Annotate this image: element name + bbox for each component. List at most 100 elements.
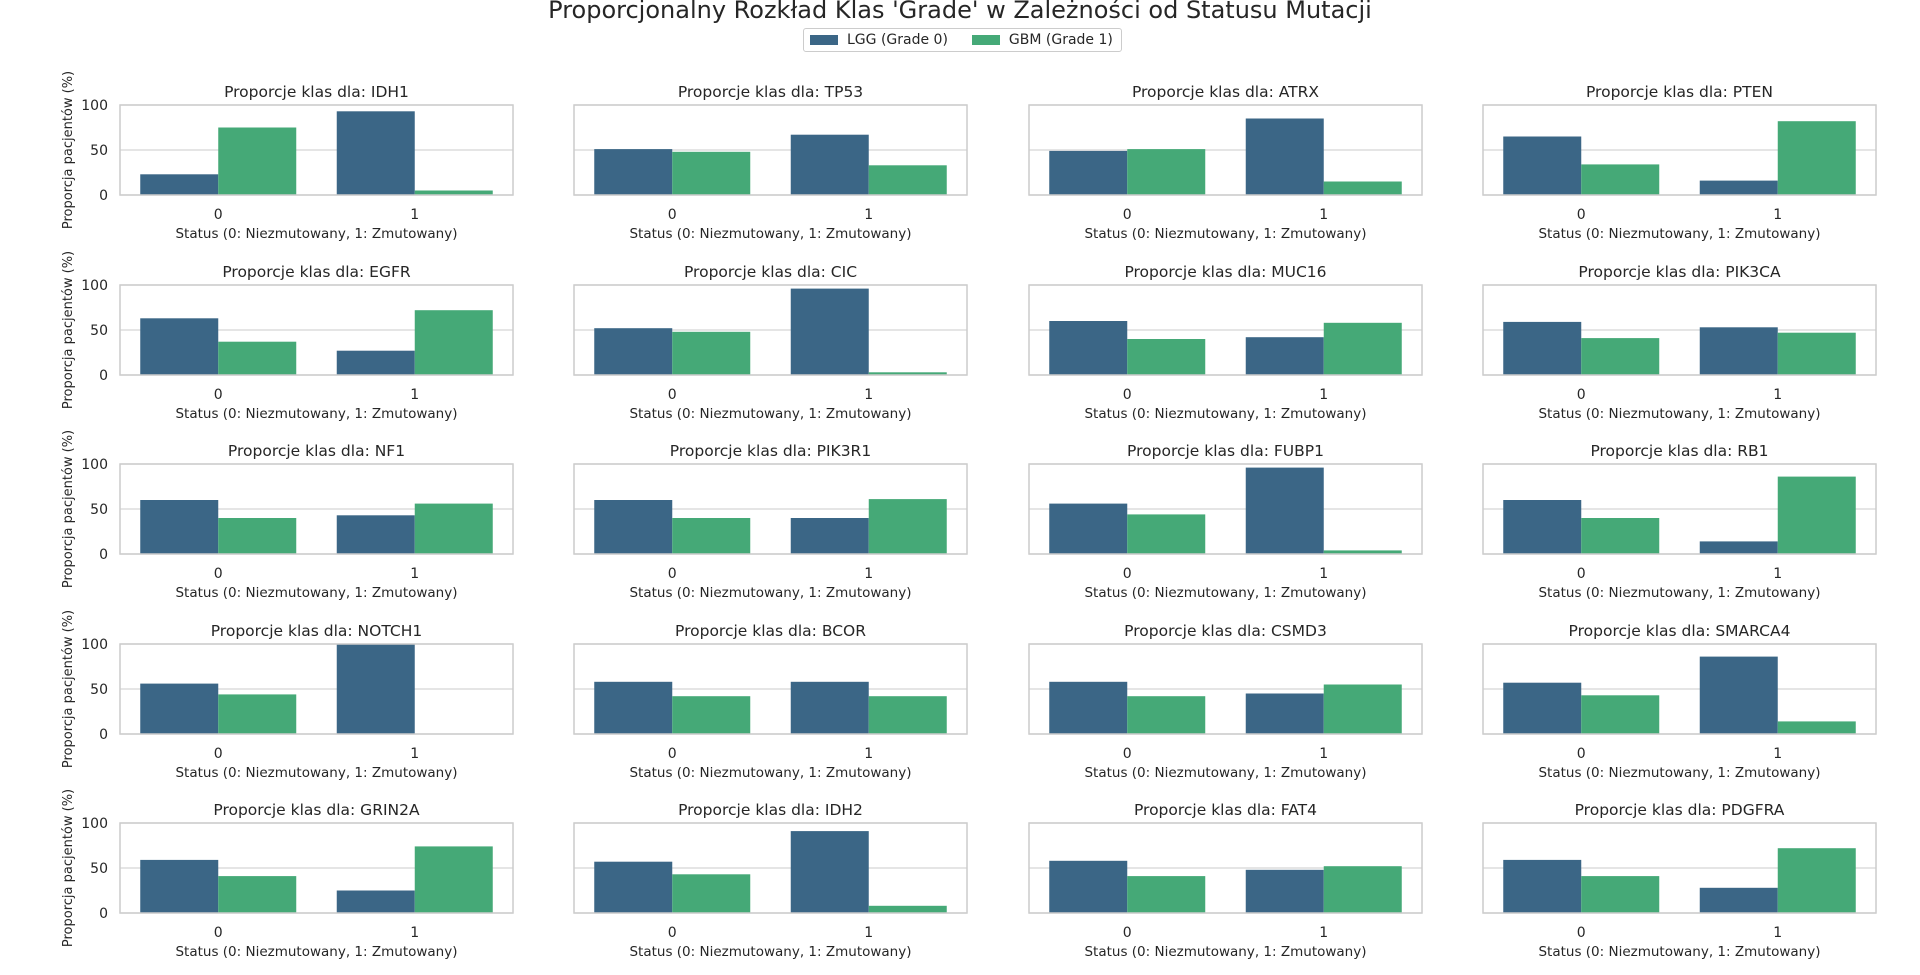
y-axis-label: Proporcja pacjentów (%) bbox=[61, 71, 76, 229]
bar bbox=[1127, 696, 1206, 734]
subplot-16: Proporcje klas dla: SMARCA4 0 1 Status (0: … bbox=[1482, 622, 1877, 781]
bar bbox=[414, 503, 493, 554]
bar bbox=[1777, 332, 1856, 375]
bar bbox=[594, 861, 673, 913]
bar bbox=[1323, 684, 1402, 734]
bar bbox=[672, 696, 751, 734]
axes-frame bbox=[1028, 284, 1423, 376]
x-tick-label: 1 bbox=[1773, 566, 1782, 582]
bar bbox=[140, 500, 219, 554]
y-axis-label: Proporcja pacjentów (%) bbox=[61, 610, 76, 768]
bar bbox=[1323, 550, 1402, 554]
x-tick-label: 0 bbox=[1123, 207, 1132, 223]
x-tick-label: 0 bbox=[1123, 746, 1132, 762]
x-axis-label: Status (0: Niezmutowany, 1: Zmutowany) bbox=[1538, 406, 1820, 422]
bar bbox=[218, 127, 297, 195]
x-axis-label: Status (0: Niezmutowany, 1: Zmutowany) bbox=[175, 226, 457, 242]
bar bbox=[218, 694, 297, 734]
bar bbox=[672, 151, 751, 195]
bar bbox=[414, 190, 493, 195]
x-tick-label: 0 bbox=[668, 387, 677, 403]
bar bbox=[1699, 541, 1778, 554]
bar bbox=[1245, 467, 1324, 554]
axes-frame bbox=[573, 822, 968, 914]
legend-swatch-lgg bbox=[810, 35, 838, 45]
x-tick-label: 0 bbox=[668, 746, 677, 762]
subplot-7: Proporcje klas dla: MUC16 0 1 Status (0: Ni… bbox=[1028, 263, 1423, 422]
bar bbox=[1049, 681, 1128, 734]
bar bbox=[218, 341, 297, 375]
legend-swatch-gbm bbox=[971, 35, 1000, 45]
bar bbox=[140, 683, 219, 734]
x-axis-label: Status (0: Niezmutowany, 1: Zmutowany) bbox=[629, 226, 911, 242]
x-tick-label: 0 bbox=[668, 566, 677, 582]
subplot-title: Proporcje klas dla: FUBP1 bbox=[1127, 442, 1324, 460]
axes-frame bbox=[119, 463, 514, 555]
subplot-8: Proporcje klas dla: PIK3CA 0 1 Status (0: N… bbox=[1482, 263, 1877, 422]
bar bbox=[218, 518, 297, 554]
x-axis-label: Status (0: Niezmutowany, 1: Zmutowany) bbox=[1084, 226, 1366, 242]
subplot-title: Proporcje klas dla: PDGFRA bbox=[1575, 801, 1785, 819]
subplot-title: Proporcje klas dla: RB1 bbox=[1590, 442, 1768, 460]
subplot-title: Proporcje klas dla: GRIN2A bbox=[213, 801, 420, 819]
x-tick-label: 1 bbox=[1319, 207, 1328, 223]
bar bbox=[1049, 150, 1128, 195]
bar bbox=[672, 518, 751, 554]
y-tick-label: 100 bbox=[81, 816, 108, 832]
axes-frame bbox=[119, 104, 514, 196]
axes-frame bbox=[1482, 104, 1877, 196]
x-tick-label: 0 bbox=[1123, 387, 1132, 403]
bar bbox=[790, 134, 869, 195]
x-tick-label: 0 bbox=[214, 746, 223, 762]
subplot-title: Proporcje klas dla: CIC bbox=[684, 263, 857, 281]
bar bbox=[1581, 518, 1660, 554]
subplot-title: Proporcje klas dla: SMARCA4 bbox=[1569, 622, 1791, 640]
bar bbox=[672, 874, 751, 913]
bar bbox=[1699, 656, 1778, 734]
axes-frame bbox=[573, 463, 968, 555]
legend-label-gbm: GBM (Grade 1) bbox=[1008, 32, 1113, 48]
subplot-title: Proporcje klas dla: FAT4 bbox=[1134, 801, 1317, 819]
x-tick-label: 0 bbox=[668, 925, 677, 941]
subplot-17: Proporcje klas dla: GRIN2A 0 1 Status (0: N… bbox=[61, 789, 514, 960]
y-tick-label: 100 bbox=[81, 457, 108, 473]
bar bbox=[1127, 514, 1206, 554]
x-tick-label: 1 bbox=[864, 746, 873, 762]
x-tick-label: 1 bbox=[864, 925, 873, 941]
x-tick-label: 1 bbox=[1319, 746, 1328, 762]
x-axis-label: Status (0: Niezmutowany, 1: Zmutowany) bbox=[1538, 944, 1820, 960]
bar bbox=[1581, 695, 1660, 734]
subplot-title: Proporcje klas dla: IDH1 bbox=[224, 83, 409, 101]
x-tick-label: 1 bbox=[864, 207, 873, 223]
x-tick-label: 1 bbox=[1773, 925, 1782, 941]
subplot-20: Proporcje klas dla: PDGFRA 0 1 Status (0: N… bbox=[1482, 801, 1877, 960]
bar bbox=[1127, 339, 1206, 375]
x-tick-label: 1 bbox=[1319, 925, 1328, 941]
x-tick-label: 0 bbox=[1577, 566, 1586, 582]
y-tick-label: 0 bbox=[99, 906, 108, 922]
bar bbox=[1777, 121, 1856, 195]
axes-frame bbox=[1028, 643, 1423, 735]
bar bbox=[868, 165, 947, 195]
legend-item-lgg: LGG (Grade 0) bbox=[810, 32, 948, 48]
bar bbox=[1503, 500, 1582, 554]
bar bbox=[336, 644, 415, 734]
y-tick-label: 100 bbox=[81, 98, 108, 114]
x-tick-label: 1 bbox=[1319, 566, 1328, 582]
x-tick-label: 1 bbox=[864, 566, 873, 582]
axes-frame bbox=[1482, 822, 1877, 914]
bar bbox=[336, 350, 415, 375]
bar bbox=[1699, 180, 1778, 195]
subplot-4: Proporcje klas dla: PTEN 0 1 Status (0: Nie… bbox=[1482, 83, 1877, 242]
bar bbox=[1245, 869, 1324, 913]
subplot-title: Proporcje klas dla: NF1 bbox=[228, 442, 405, 460]
bar bbox=[1049, 860, 1128, 913]
x-axis-label: Status (0: Niezmutowany, 1: Zmutowany) bbox=[175, 585, 457, 601]
axes-frame bbox=[1482, 463, 1877, 555]
x-axis-label: Status (0: Niezmutowany, 1: Zmutowany) bbox=[175, 765, 457, 781]
axes-frame bbox=[1482, 643, 1877, 735]
subplot-9: Proporcje klas dla: NF1 0 1 Status (0: Niez… bbox=[61, 430, 514, 601]
x-axis-label: Status (0: Niezmutowany, 1: Zmutowany) bbox=[629, 765, 911, 781]
y-tick-label: 0 bbox=[99, 188, 108, 204]
bar bbox=[1245, 693, 1324, 734]
